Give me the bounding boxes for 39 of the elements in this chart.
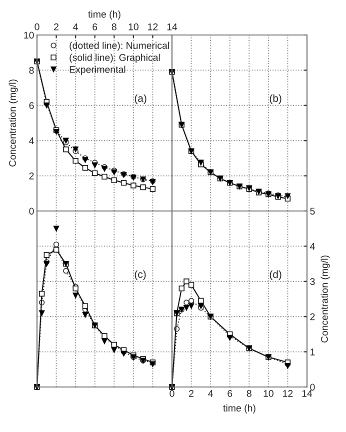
y-tick-label: 3 [310,278,315,286]
x2-tick-label: 0 [34,23,40,30]
legend-label: (dotted line): Numerical [70,42,169,51]
y-tick-label: 8 [29,66,34,74]
annotation: (a) [134,94,146,104]
annotation: (b) [270,94,282,104]
y-tick-label: 4 [310,243,315,250]
annotation: (c) [134,270,146,280]
x2-tick-label: 6 [92,23,98,30]
legend-label: (solid line): Graphical [70,54,160,63]
legend-label: Experimental [70,66,126,75]
x2-tick-label: 12 [148,23,158,30]
x-tick-label: 2 [189,390,194,397]
x2-tick-label: 10 [128,23,138,30]
x-tick-label: 4 [208,390,213,397]
y-tick-label: 2 [310,313,315,320]
y-tick-label: 2 [29,172,34,180]
y-tick-label: 0 [29,208,34,215]
x2-tick-label: 2 [54,23,58,30]
x2-tick-label: 8 [112,23,116,30]
x2-axis-title: time (h) [88,10,120,20]
x2-tick-label: 14 [167,24,178,30]
y-tick-label: 0 [310,384,315,391]
y-axis-title: Concentration (mg/l) [8,80,18,167]
x-tick-label: 14 [302,390,312,397]
x-tick-label: 0 [170,390,174,397]
x2-tick-label: 4 [73,24,78,30]
x-tick-label: 6 [228,390,232,397]
x-axis-title: time (h) [223,404,256,414]
annotation: (d) [270,270,282,280]
x-tick-label: 10 [264,390,274,397]
y-tick-label: 1 [310,348,315,356]
x-tick-label: 8 [246,390,252,397]
y-tick-label: 10 [24,32,34,39]
x-tick-label: 12 [283,390,293,397]
y-tick-label: 6 [29,102,34,110]
y-tick-label: 5 [310,208,315,215]
y-tick-label: 4 [29,137,34,144]
y-axis-title: Concentration (mg/l) [320,256,330,343]
